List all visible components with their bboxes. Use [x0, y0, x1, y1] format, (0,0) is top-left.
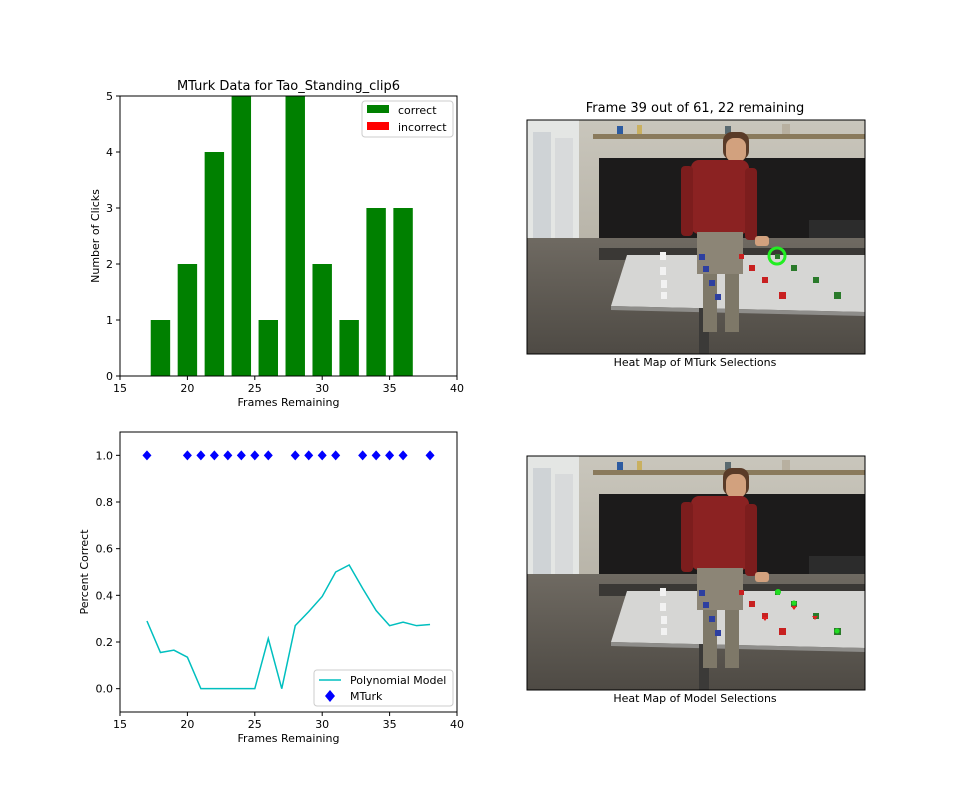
- legend-marker-mturk: [325, 690, 335, 702]
- percent-correct-chart: 15 20 25 30 35 40 0.0 0.2 0.4 0.6 0.8 1.0 Frames R…: [78, 431, 464, 745]
- selection-ring: [767, 246, 787, 266]
- bar: [312, 264, 332, 376]
- mturk-point: [304, 450, 314, 461]
- mturk-point: [182, 450, 192, 461]
- frame-title: Frame 39 out of 61, 22 remaining: [586, 101, 805, 116]
- mturk-point: [209, 450, 219, 461]
- legend-label-mturk: MTurk: [350, 690, 383, 703]
- mturk-point: [425, 450, 435, 461]
- mturk-point: [196, 450, 206, 461]
- mturk-point: [236, 450, 246, 461]
- x-tick-label: 40: [450, 382, 464, 395]
- model-pick-red-1: [762, 617, 768, 621]
- bar: [177, 264, 198, 376]
- line-x-axis-ticks: 15 20 25 30 35 40: [113, 712, 464, 731]
- bar: [339, 320, 359, 376]
- mturk-heatmap-image: [526, 119, 866, 355]
- mturk-point: [223, 450, 233, 461]
- bar: [285, 96, 305, 376]
- model-heatmap-panel: Heat Map of Model Selections: [526, 455, 866, 705]
- mturk-point: [290, 450, 300, 461]
- y-tick-label: 5: [106, 90, 113, 103]
- mturk-heatmap-panel: Frame 39 out of 61, 22 remaining Heat Ma…: [526, 101, 866, 369]
- line-legend-box: [313, 669, 454, 707]
- x-tick-label: 30: [315, 382, 329, 395]
- mturk-point: [263, 450, 273, 461]
- y-tick-label: 2: [106, 258, 113, 271]
- bar-legend: correct incorrect: [361, 100, 454, 138]
- bar-x-axis-label: Frames Remaining: [238, 396, 340, 409]
- legend-swatch-correct: [367, 105, 389, 113]
- y-tick-label: 1: [106, 314, 113, 327]
- x-tick-label: 35: [383, 718, 397, 731]
- mturk-point: [371, 450, 381, 461]
- mturk-point: [317, 450, 327, 461]
- bar: [204, 152, 225, 376]
- bar: [393, 208, 413, 376]
- mturk-heatmap-caption: Heat Map of MTurk Selections: [614, 356, 777, 369]
- model-pick-green: [775, 589, 781, 595]
- y-tick-label: 0.4: [96, 589, 114, 602]
- y-tick-label: 0.0: [96, 683, 114, 696]
- mturk-point: [250, 450, 260, 461]
- legend-label-polynomial-model: Polynomial Model: [350, 674, 446, 687]
- y-tick-label: 3: [106, 202, 113, 215]
- model-heatmap-caption: Heat Map of Model Selections: [613, 692, 777, 705]
- model-pick-red-3: [812, 616, 818, 620]
- bar: [258, 320, 278, 376]
- x-tick-label: 35: [383, 382, 397, 395]
- model-pick-green-2: [791, 600, 797, 606]
- bar-chart-title: MTurk Data for Tao_Standing_clip6: [177, 79, 400, 94]
- bar: [366, 208, 386, 376]
- bar: [150, 320, 171, 376]
- x-tick-label: 25: [248, 382, 262, 395]
- x-tick-label: 20: [180, 718, 194, 731]
- line-y-axis-ticks: 0.0 0.2 0.4 0.6 0.8 1.0: [96, 449, 120, 696]
- y-tick-label: 0.2: [96, 636, 114, 649]
- bar-y-axis-label: Number of Clicks: [89, 189, 102, 283]
- y-tick-label: 0: [106, 370, 113, 383]
- mturk-scatter-series: [142, 450, 435, 461]
- x-tick-label: 20: [180, 382, 194, 395]
- y-tick-label: 1.0: [96, 449, 114, 462]
- model-pick-red-2: [791, 606, 797, 610]
- mturk-point: [142, 450, 152, 461]
- bar-x-axis-ticks: 15 20 25 30 35 40: [113, 376, 464, 395]
- legend-label-incorrect: incorrect: [398, 121, 447, 134]
- line-y-axis-label: Percent Correct: [78, 529, 91, 615]
- mturk-point: [398, 450, 408, 461]
- line-legend: Polynomial Model MTurk: [313, 669, 454, 707]
- x-tick-label: 25: [248, 718, 262, 731]
- x-tick-label: 15: [113, 382, 127, 395]
- x-tick-label: 40: [450, 718, 464, 731]
- y-tick-label: 4: [106, 146, 113, 159]
- line-axes-frame: [119, 431, 458, 713]
- x-tick-label: 30: [315, 718, 329, 731]
- polynomial-model-line: [146, 564, 431, 690]
- clicks-bar-chart: MTurk Data for Tao_Standing_clip6 15 20 25…: [89, 79, 464, 409]
- bar: [231, 96, 252, 376]
- bar-series-correct: [150, 96, 413, 376]
- legend-swatch-incorrect: [367, 122, 389, 130]
- mturk-point: [358, 450, 368, 461]
- legend-label-correct: correct: [398, 104, 437, 117]
- x-tick-label: 15: [113, 718, 127, 731]
- model-heatmap-image: [526, 455, 866, 691]
- mturk-point: [331, 450, 341, 461]
- bar-axes-frame: [119, 95, 458, 377]
- model-pick-green-3: [834, 628, 840, 634]
- y-tick-label: 0.8: [96, 496, 114, 509]
- mturk-point: [385, 450, 395, 461]
- y-tick-label: 0.6: [96, 543, 114, 556]
- bar-y-axis-ticks: 0 1 2 3 4 5: [106, 90, 120, 383]
- line-x-axis-label: Frames Remaining: [238, 732, 340, 745]
